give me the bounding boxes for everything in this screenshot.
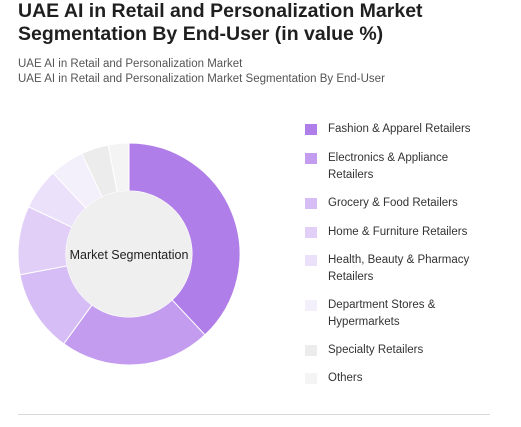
legend-label: Others bbox=[328, 372, 363, 384]
legend-item-8[interactable]: Others bbox=[305, 370, 473, 387]
legend-label: Home & Furniture Retailers bbox=[328, 226, 468, 238]
legend-label: Grocery & Food Retailers bbox=[328, 197, 458, 209]
legend-swatch bbox=[305, 124, 317, 135]
legend-swatch bbox=[305, 373, 317, 384]
legend-label: Fashion & Apparel Retailers bbox=[328, 123, 471, 135]
legend-item-5[interactable]: Health, Beauty & Pharmacy Retailers bbox=[305, 252, 473, 286]
donut-center-label: Market Segmentation bbox=[70, 248, 189, 262]
legend-swatch bbox=[305, 300, 317, 311]
legend-label: Health, Beauty & Pharmacy Retailers bbox=[328, 254, 470, 283]
legend-item-3[interactable]: Grocery & Food Retailers bbox=[305, 195, 473, 212]
legend-label: Electronics & Appliance Retailers bbox=[328, 152, 449, 181]
bottom-divider bbox=[18, 414, 490, 415]
chart-subtitle-market: UAE AI in Retail and Personalization Mar… bbox=[18, 58, 243, 70]
legend-swatch bbox=[305, 153, 317, 164]
legend-item-1[interactable]: Fashion & Apparel Retailers bbox=[305, 121, 473, 138]
legend-swatch bbox=[305, 198, 317, 209]
donut-center bbox=[66, 191, 192, 317]
legend-item-7[interactable]: Specialty Retailers bbox=[305, 342, 473, 359]
legend-swatch bbox=[305, 255, 317, 266]
legend-swatch bbox=[305, 227, 317, 238]
legend-swatch bbox=[305, 345, 317, 356]
chart-subtitle-segmentation: UAE AI in Retail and Personalization Mar… bbox=[18, 73, 385, 85]
legend-label: Specialty Retailers bbox=[328, 344, 424, 356]
donut-chart-svg: Market Segmentation bbox=[17, 142, 241, 366]
legend-item-4[interactable]: Home & Furniture Retailers bbox=[305, 224, 473, 241]
legend-item-6[interactable]: Department Stores & Hypermarkets bbox=[305, 297, 473, 331]
chart-title: UAE AI in Retail and Personalization Mar… bbox=[18, 0, 423, 45]
legend-item-2[interactable]: Electronics & Appliance Retailers bbox=[305, 150, 473, 184]
legend-label: Department Stores & Hypermarkets bbox=[328, 299, 436, 328]
donut-chart: Market Segmentation bbox=[0, 120, 260, 390]
